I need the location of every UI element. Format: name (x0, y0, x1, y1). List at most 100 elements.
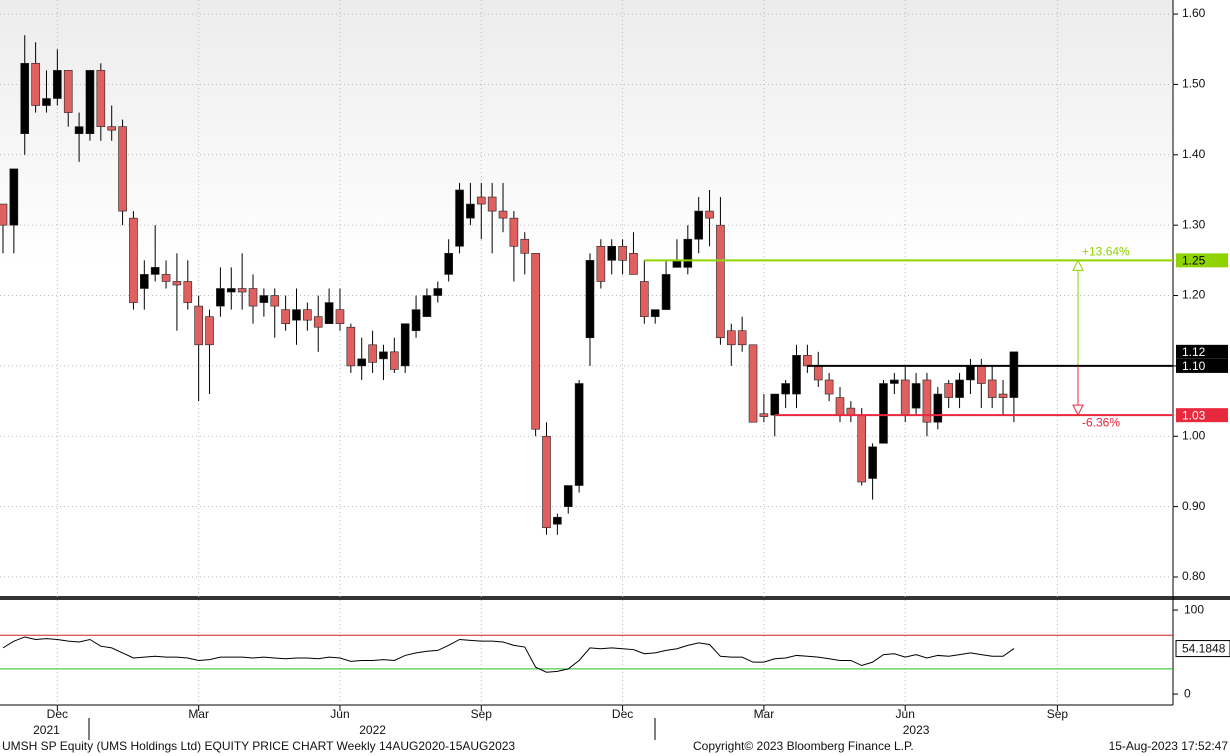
candle-body (313, 316, 323, 328)
rsi-last-label: 54.1848 (1182, 642, 1226, 656)
candle-body (824, 379, 834, 395)
level-tag (1176, 408, 1228, 423)
change-label: +13.64% (1082, 245, 1130, 259)
candle-body (303, 309, 312, 321)
candle-body (161, 274, 171, 282)
change-label: -6.36% (1082, 415, 1120, 429)
candle-body (563, 485, 573, 507)
x-tick-label: Sep (1047, 707, 1069, 721)
candle-body (737, 330, 747, 346)
candle-body (42, 98, 51, 106)
panel-divider (0, 596, 1230, 600)
candle-body (835, 397, 845, 416)
candle-body (683, 238, 693, 268)
candle-body (96, 70, 106, 127)
candle-body (118, 126, 127, 212)
candle-body (248, 288, 258, 307)
candle-body (216, 288, 225, 307)
candle-body (520, 238, 530, 254)
year-label: 2023 (903, 723, 930, 737)
candle-body (922, 379, 932, 423)
year-label: 2021 (33, 723, 60, 737)
candle-body (879, 383, 888, 444)
rsi-line (2, 636, 1015, 673)
y-tick-label: 1.00 (1182, 428, 1206, 442)
candle-body (335, 309, 345, 324)
candle-body (770, 393, 780, 416)
candle-body (716, 224, 725, 339)
candle-body (694, 210, 703, 240)
candle-body (650, 309, 660, 317)
candle-body (498, 210, 508, 219)
candle-body (74, 126, 84, 134)
candle-body (672, 260, 682, 268)
candle-body (998, 393, 1008, 398)
candle-body (966, 365, 975, 381)
candle-body (487, 196, 497, 212)
year-label: 2022 (359, 723, 386, 737)
candle-body (748, 344, 758, 423)
candle-body (379, 351, 388, 360)
candle-body (63, 70, 73, 113)
candle-body (1009, 351, 1019, 398)
y-tick-label: 0.90 (1182, 499, 1206, 513)
candle-body (455, 189, 464, 247)
candle-body (900, 379, 910, 416)
level-tag (1176, 253, 1228, 268)
candle-body (987, 379, 997, 398)
footer-left: UMSH SP Equity (UMS Holdings Ltd) EQUITY… (2, 739, 515, 753)
candle-body (781, 383, 790, 395)
x-tick-label: Jun (330, 707, 349, 721)
candle-body (857, 414, 867, 483)
last-price-label: 1.12 (1182, 345, 1206, 359)
arrow-head (1072, 404, 1084, 417)
x-tick-label: Sep (471, 707, 493, 721)
candle-body (9, 168, 19, 226)
candle-body (759, 413, 769, 417)
candle-body (324, 302, 334, 324)
level-tag-label: 1.10 (1182, 359, 1206, 373)
candle-body (466, 203, 475, 219)
candle-body (607, 245, 617, 261)
candle-body (270, 295, 280, 307)
y-tick-label: 100 (1184, 602, 1204, 616)
candle-body (129, 217, 138, 303)
level-tag-label: 1.03 (1182, 408, 1206, 422)
candle-body (281, 309, 290, 324)
candle-body (792, 355, 801, 395)
candle-body (205, 316, 214, 346)
candle-body (107, 126, 116, 131)
candle-body (509, 217, 519, 247)
y-tick-label: 1.30 (1182, 217, 1206, 231)
last-price-tag (1176, 344, 1228, 359)
candle-body (140, 274, 149, 289)
candle-body (444, 253, 453, 275)
x-tick-label: Dec (47, 707, 68, 721)
level-tag (1176, 358, 1228, 373)
candle-body (390, 351, 399, 370)
candle-body (955, 379, 964, 398)
candle-body (933, 393, 943, 423)
candle-body (596, 245, 606, 282)
candle-body (476, 196, 486, 205)
y-tick-label: 1.60 (1182, 6, 1206, 20)
candle-body (226, 288, 236, 293)
level-tag-label: 1.25 (1182, 254, 1206, 268)
candle-body (357, 358, 367, 367)
candle-body (585, 260, 595, 339)
candle-body (890, 379, 899, 384)
candle-body (803, 355, 812, 367)
candle-body (574, 383, 584, 486)
candle-body (726, 330, 736, 346)
candle-body (868, 446, 877, 479)
footer-right: 15-Aug-2023 17:52:47 (1109, 739, 1229, 753)
candle-body (553, 516, 562, 525)
candle-body (618, 245, 627, 261)
candle-body (661, 274, 671, 310)
candle-body (433, 288, 443, 296)
candle-body (368, 344, 377, 363)
y-tick-label: 1.20 (1182, 288, 1206, 302)
candle-body (411, 309, 421, 332)
candle-body (20, 63, 30, 134)
